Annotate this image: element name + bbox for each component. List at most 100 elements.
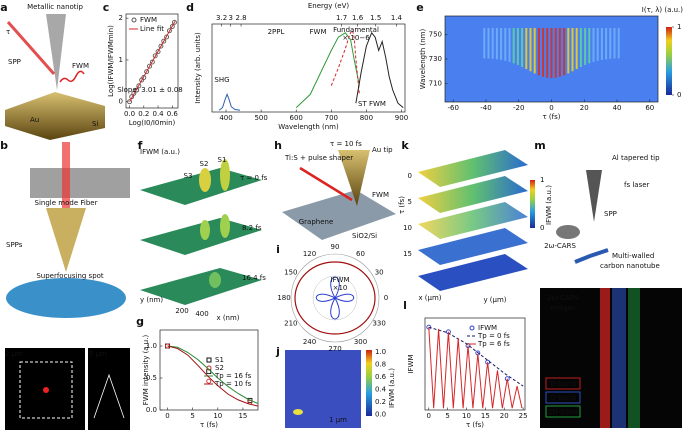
panel-text: Graphene bbox=[299, 218, 334, 226]
panel-label: f bbox=[138, 139, 143, 152]
panel-text: τ = 0 fs bbox=[240, 174, 268, 182]
colorbar-tick-label: 0.2 bbox=[375, 398, 386, 406]
x-tick-label: -40 bbox=[480, 104, 491, 112]
x-tick-label: 0.2 bbox=[138, 110, 149, 118]
marker bbox=[171, 19, 177, 25]
polar-curve bbox=[315, 276, 355, 320]
polar-angle-label: 30 bbox=[375, 269, 384, 277]
panel-text: S2 bbox=[200, 160, 209, 168]
x2-tick-label: 2.8 bbox=[235, 14, 246, 22]
tau-tick-label: 15 bbox=[403, 250, 412, 258]
x-tick-label: 700 bbox=[325, 114, 338, 122]
marker bbox=[144, 69, 150, 75]
legend-label: Tp = 10 fs bbox=[214, 380, 252, 388]
fringe bbox=[592, 28, 595, 62]
polar-angle-label: 150 bbox=[284, 269, 297, 277]
x-tick-label: 20 bbox=[500, 412, 509, 420]
fwm-wave bbox=[59, 70, 85, 83]
x-tick-label: 15 bbox=[481, 412, 490, 420]
taper bbox=[46, 208, 86, 272]
x-tick-label: 0 bbox=[165, 412, 169, 420]
fringe bbox=[487, 28, 490, 59]
panel-text: IFWM (a.u.) bbox=[388, 368, 396, 408]
polar-grid bbox=[290, 253, 380, 343]
surface-3 bbox=[140, 268, 262, 305]
panel-label: g bbox=[136, 315, 144, 328]
cars-image bbox=[540, 288, 682, 428]
marker bbox=[206, 378, 212, 384]
panel-text: Al tapered tip bbox=[612, 154, 660, 162]
polar-angle-label: 0 bbox=[384, 294, 388, 302]
x-tick-label: 0 bbox=[549, 104, 553, 112]
panel-text: fs laser bbox=[624, 181, 650, 189]
x-tick-label: 60 bbox=[645, 104, 654, 112]
annotation: × 10−6 bbox=[342, 34, 370, 42]
panel-text: Superfocusing spot bbox=[36, 272, 104, 280]
panel-text: τ = 10 fs bbox=[330, 140, 362, 148]
plot-frame bbox=[159, 329, 259, 411]
x-tick-label: 10 bbox=[462, 412, 471, 420]
x-tick-label: 900 bbox=[395, 114, 408, 122]
marker bbox=[169, 24, 175, 29]
marker bbox=[152, 53, 158, 59]
legend-label: Tp = 6 fs bbox=[477, 340, 510, 348]
panel-text: D-band bbox=[550, 380, 576, 388]
colorbar bbox=[530, 180, 535, 228]
fringe bbox=[563, 28, 566, 76]
y-tick-label: 2 bbox=[119, 14, 123, 22]
fringe bbox=[542, 28, 545, 77]
panel-text: x (μm) bbox=[418, 294, 441, 302]
fringe bbox=[558, 28, 561, 77]
y-axis-label: Intensity (arb. units) bbox=[194, 32, 202, 104]
beam bbox=[62, 142, 70, 237]
fringe bbox=[605, 28, 608, 60]
x-tick-label: 15 bbox=[238, 412, 247, 420]
tau-tick-label: 0 bbox=[408, 172, 412, 180]
colorbar-label: I(τ, λ) (a.u.) bbox=[642, 6, 683, 14]
fringe bbox=[546, 28, 549, 78]
nanotube bbox=[574, 248, 609, 264]
legend-box bbox=[545, 405, 581, 418]
fringe bbox=[571, 28, 574, 72]
plot-frame bbox=[125, 13, 179, 109]
polar-grid bbox=[312, 275, 358, 321]
marker bbox=[149, 59, 155, 65]
panel-label: a bbox=[0, 1, 7, 14]
objective bbox=[556, 225, 580, 239]
fringe bbox=[504, 28, 507, 61]
y-axis-label: IFWM bbox=[407, 354, 415, 373]
au-tip bbox=[338, 150, 370, 206]
panel-text: FWM bbox=[372, 191, 389, 199]
fringe bbox=[533, 28, 536, 74]
x2-tick-label: 1.5 bbox=[370, 14, 381, 22]
colorbar-tick-label: 1 bbox=[677, 23, 681, 31]
fringe bbox=[588, 28, 591, 64]
x-tick-label: 800 bbox=[360, 114, 373, 122]
series-line bbox=[295, 32, 360, 108]
colorbar-tick-label: 1.0 bbox=[375, 348, 386, 356]
x2-tick-label: 3 bbox=[228, 14, 232, 22]
panel-text: Multi-walled bbox=[612, 252, 654, 260]
x-tick-label: -60 bbox=[447, 104, 458, 112]
fringe bbox=[500, 28, 503, 60]
marker bbox=[167, 28, 172, 34]
legend-box bbox=[545, 391, 581, 404]
fringe bbox=[600, 28, 603, 60]
panel-text: IFWM (a.u.) bbox=[140, 148, 180, 156]
fringe bbox=[516, 28, 519, 65]
panel-text: SPPs bbox=[6, 241, 23, 249]
legend-label: IFWM bbox=[478, 324, 497, 332]
plot-frame bbox=[211, 23, 406, 113]
panel-label: k bbox=[401, 139, 409, 152]
fringe bbox=[579, 28, 582, 67]
y-axis-label: Log(IFWM/IFWMmin) bbox=[107, 25, 115, 97]
series-line bbox=[355, 31, 404, 108]
panel-text: S3 bbox=[184, 172, 193, 180]
fringe bbox=[529, 28, 532, 72]
panel-text: S1 bbox=[218, 156, 227, 164]
panel-text: y (μm) bbox=[483, 296, 506, 304]
fringe bbox=[483, 28, 486, 59]
y-tick-label: 0.5 bbox=[146, 374, 157, 382]
legend-swatch bbox=[131, 17, 137, 23]
legend-swatch bbox=[469, 325, 475, 331]
